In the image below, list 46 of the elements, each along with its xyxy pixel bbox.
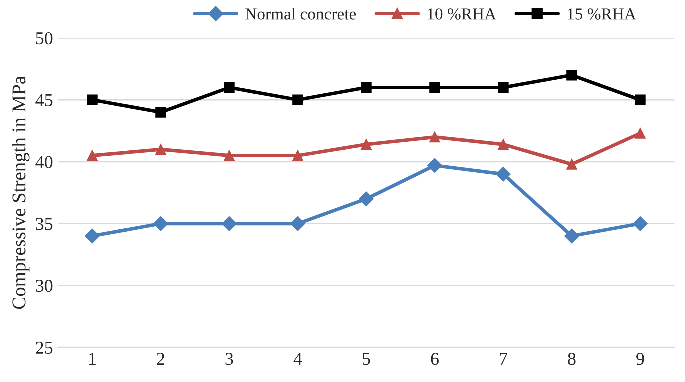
y-axis-title: Compressive Strength in MPa xyxy=(12,76,30,310)
point xyxy=(87,150,98,162)
point xyxy=(430,132,440,143)
point xyxy=(566,159,578,170)
point xyxy=(361,82,372,94)
x-tick-label: 8 xyxy=(568,353,576,366)
x-tick-label: 1 xyxy=(90,353,96,366)
point xyxy=(635,128,646,139)
point xyxy=(430,82,440,94)
y-tick-label: 35 xyxy=(36,218,53,230)
point xyxy=(635,94,646,106)
point xyxy=(222,216,237,232)
legend-label: Normal concrete xyxy=(246,8,356,20)
point xyxy=(498,82,509,94)
y-tick-label: 25 xyxy=(36,342,53,354)
point xyxy=(361,139,372,150)
x-tick-label: 2 xyxy=(157,353,164,366)
point xyxy=(564,228,580,244)
point xyxy=(633,216,648,232)
point xyxy=(496,166,511,182)
point xyxy=(156,107,166,118)
x-tick-label: 6 xyxy=(431,353,439,366)
point xyxy=(85,228,100,244)
point xyxy=(292,150,304,162)
point xyxy=(224,82,235,94)
legend-label: 15 %RHA xyxy=(568,8,636,20)
point xyxy=(87,94,98,106)
x-tick-label: 9 xyxy=(636,353,644,366)
x-tick-label: 7 xyxy=(500,353,508,366)
point xyxy=(154,216,168,232)
y-tick-label: 50 xyxy=(36,32,53,45)
x-tick-label: 3 xyxy=(226,353,234,366)
point xyxy=(498,139,509,150)
x-tick-label: 4 xyxy=(294,353,302,366)
y-tick-label: 40 xyxy=(36,156,53,168)
point xyxy=(428,158,442,174)
point xyxy=(566,70,578,81)
y-tick-label: 30 xyxy=(36,280,53,292)
point xyxy=(292,94,304,106)
x-tick-label: 5 xyxy=(363,353,370,366)
point xyxy=(224,150,235,162)
legend-label: 10 %RHA xyxy=(428,8,496,20)
point xyxy=(359,192,374,206)
y-tick-label: 45 xyxy=(36,94,53,107)
point xyxy=(290,216,306,232)
point xyxy=(156,144,166,155)
